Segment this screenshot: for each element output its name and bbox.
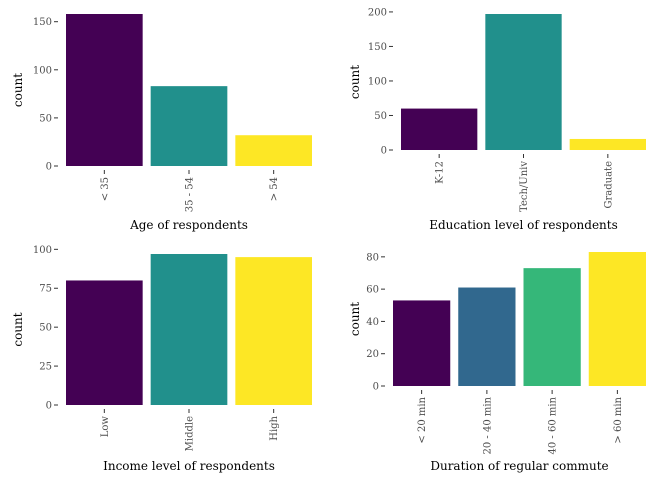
y-tick-label: 0 <box>46 401 52 412</box>
x-axis-title: Age of respondents <box>129 218 248 232</box>
bar-k-12 <box>401 108 478 150</box>
bar-40-60-min <box>523 268 581 386</box>
y-tick-label: 150 <box>33 17 52 28</box>
y-axis-title: count <box>11 73 25 107</box>
y-tick-label: 100 <box>33 65 52 76</box>
bar-54 <box>235 135 312 166</box>
y-tick-label: 20 <box>366 349 379 360</box>
y-axis-title: count <box>348 65 362 99</box>
bar-20-40-min <box>458 287 516 386</box>
y-tick-label: 150 <box>368 42 387 53</box>
y-tick-label: 50 <box>39 323 52 334</box>
chart-panel-2: 0 50 100 150 200 K-12 Tech/Univ Graduate Educati… <box>348 7 646 232</box>
bar-60-min <box>588 252 646 386</box>
y-tick-label: 40 <box>366 317 379 328</box>
x-tick-label: 40 - 60 min <box>548 396 559 454</box>
y-axis-title: count <box>11 312 25 346</box>
bar-35 <box>66 14 143 166</box>
bar-tech-univ <box>485 14 562 150</box>
bar-graduate <box>569 138 646 150</box>
bar-middle <box>150 254 228 405</box>
bar-high <box>235 257 312 405</box>
x-tick-label: K-12 <box>435 161 446 184</box>
y-tick-label: 0 <box>46 162 52 173</box>
x-tick-label: Tech/Univ <box>519 161 530 212</box>
y-tick-label: 0 <box>381 146 387 157</box>
bar-20-min <box>393 300 451 386</box>
y-tick-label: 60 <box>366 285 379 296</box>
x-tick-label: < 20 min <box>417 396 428 443</box>
x-tick-label: 20 - 40 min <box>482 396 493 454</box>
x-tick-label: Low <box>100 416 111 438</box>
y-tick-label: 200 <box>368 7 387 18</box>
x-axis-title: Income level of respondents <box>103 459 275 473</box>
y-tick-label: 80 <box>366 252 379 263</box>
y-tick-label: 0 <box>373 382 379 393</box>
bar-low <box>66 280 143 405</box>
y-tick-label: 100 <box>368 76 387 87</box>
x-tick-label: Middle <box>185 416 196 451</box>
x-axis-title: Education level of respondents <box>429 218 618 232</box>
chart-panel-3: 0 25 50 75 100 Low Middle High Income level of r… <box>11 245 312 473</box>
x-tick-label: > 60 min <box>613 396 624 443</box>
x-tick-label: High <box>269 415 280 440</box>
y-tick-label: 100 <box>33 245 52 256</box>
x-axis-title: Duration of regular commute <box>430 459 608 473</box>
y-tick-label: 50 <box>39 113 52 124</box>
x-tick-label: < 35 <box>100 177 111 201</box>
y-tick-label: 25 <box>39 362 52 373</box>
y-tick-label: 50 <box>374 111 387 122</box>
x-tick-label: 35 - 54 <box>185 177 196 212</box>
y-axis-title: count <box>348 302 362 336</box>
chart-panel-1: 0 50 100 150 < 35 35 - 54 > 54 Age of responden… <box>11 14 312 232</box>
y-tick-label: 75 <box>39 284 52 295</box>
bar-35-54 <box>150 86 228 166</box>
x-tick-label: > 54 <box>269 177 280 201</box>
chart-panel-4: 0 20 40 60 80 < 20 min 20 - 40 min 40 - 60 min >… <box>348 252 646 473</box>
x-tick-label: Graduate <box>603 161 614 209</box>
